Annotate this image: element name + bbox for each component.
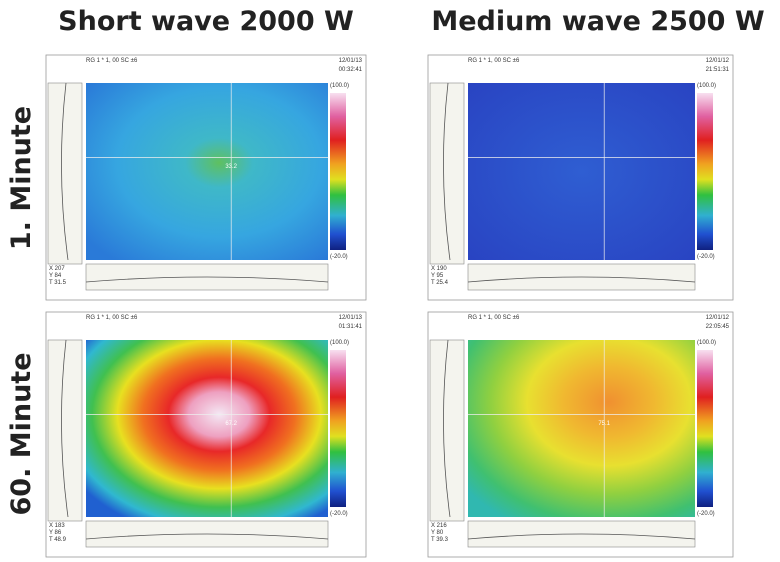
- cursor-readout: Y 80: [431, 530, 444, 536]
- thermal-image: [468, 83, 695, 260]
- cursor-readout: T 39.3: [431, 537, 449, 543]
- scale-max: (100.0): [697, 83, 716, 89]
- column-title: Short wave 2000 W: [58, 6, 354, 37]
- cursor-readout: X 183: [49, 523, 65, 529]
- cursor-readout: Y 95: [431, 273, 444, 279]
- cursor-readout: T 48.9: [49, 537, 67, 543]
- thermal-image: [468, 340, 695, 517]
- profile-line: [443, 82, 451, 261]
- row-title: 60. Minute: [6, 352, 37, 515]
- center-value: 67.2: [225, 421, 237, 427]
- panel-header: RG 1 * 1, 00 SC ±6: [86, 315, 138, 321]
- scale-max: (100.0): [330, 340, 349, 346]
- colorbar: [330, 350, 346, 507]
- cursor-readout: X 207: [49, 266, 65, 272]
- scale-min: (-20.0): [330, 511, 348, 517]
- cursor-readout: Y 84: [49, 273, 62, 279]
- thermal-image: [86, 340, 328, 517]
- bottom-line: [467, 533, 696, 540]
- cursor-readout: T 25.4: [431, 280, 449, 286]
- profile-line: [61, 82, 69, 261]
- bottom-line: [467, 276, 696, 283]
- cursor-readout: T 31.5: [49, 280, 67, 286]
- colorbar: [330, 93, 346, 250]
- scale-min: (-20.0): [697, 511, 715, 517]
- center-value: 75.1: [598, 421, 610, 427]
- scale-min: (-20.0): [697, 254, 715, 260]
- center-value: 33.2: [225, 164, 237, 170]
- panel-date: 12/01/13: [339, 315, 363, 321]
- scale-min: (-20.0): [330, 254, 348, 260]
- row-title: 1. Minute: [6, 106, 37, 250]
- panel-header: RG 1 * 1, 00 SC ±6: [86, 58, 138, 64]
- thermal-panel: RG 1 * 1, 00 SC ±6 12/01/13 01:31:41 67.2 (1…: [45, 311, 367, 558]
- cursor-readout: X 190: [431, 266, 447, 272]
- panel-date: 12/01/12: [706, 58, 730, 64]
- thermal-panel: RG 1 * 1, 00 SC ±6 12/01/12 22:05:45 75.1 (1…: [427, 311, 734, 558]
- thermal-panel: RG 1 * 1, 00 SC ±6 12/01/13 00:32:41 33.2 (1…: [45, 54, 367, 301]
- cursor-readout: X 216: [431, 523, 447, 529]
- cursor-readout: Y 86: [49, 530, 62, 536]
- scale-max: (100.0): [330, 83, 349, 89]
- panel-time: 21:51:31: [706, 67, 730, 73]
- panel-time: 01:31:41: [339, 324, 363, 330]
- panel-time: 00:32:41: [339, 67, 363, 73]
- thermal-panel: RG 1 * 1, 00 SC ±6 12/01/12 21:51:31 (100.0…: [427, 54, 734, 301]
- panel-header: RG 1 * 1, 00 SC ±6: [468, 58, 520, 64]
- colorbar: [697, 350, 713, 507]
- thermal-image: [86, 83, 328, 260]
- bottom-line: [85, 276, 329, 283]
- panel-header: RG 1 * 1, 00 SC ±6: [468, 315, 520, 321]
- panel-time: 22:05:45: [706, 324, 730, 330]
- colorbar: [697, 93, 713, 250]
- column-title: Medium wave 2500 W: [431, 6, 764, 37]
- bottom-line: [85, 533, 329, 540]
- panel-date: 12/01/12: [706, 315, 730, 321]
- panel-date: 12/01/13: [339, 58, 363, 64]
- scale-max: (100.0): [697, 340, 716, 346]
- profile-line: [443, 339, 451, 518]
- profile-line: [61, 339, 69, 518]
